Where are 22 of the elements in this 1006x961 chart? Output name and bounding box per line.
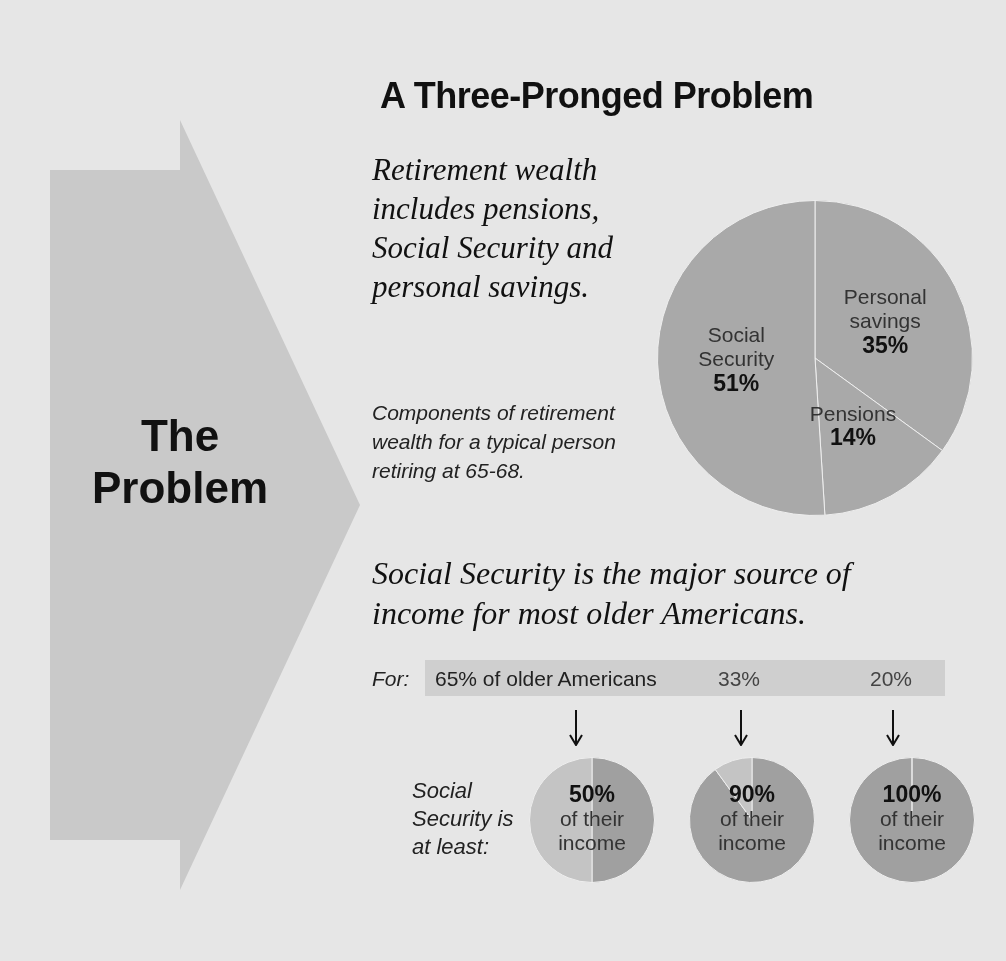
- chart-subtitle: Retirement wealth includes pensions, Social Security and personal savings.: [372, 151, 615, 306]
- text: 20%: [870, 667, 913, 691]
- slice-label: of their income: [878, 806, 946, 854]
- text: Social Security is the major source of income for most older Americans.: [372, 554, 856, 633]
- text: 65% of older Americans: [435, 667, 657, 691]
- data-label: 90%: [728, 781, 776, 808]
- slice-label: Social Security: [698, 323, 775, 371]
- slice-label: Pensions: [809, 401, 897, 425]
- data-label: 50%: [568, 781, 616, 808]
- text: 33%: [718, 667, 761, 691]
- slice-label: of their income: [558, 806, 626, 854]
- chart-title: A Three-Pronged Problem: [380, 75, 814, 117]
- text: Components of retirement wealth for a typical person retiring at 65-68.: [372, 400, 617, 484]
- text: For:: [372, 667, 410, 691]
- text: Social Security is at least:: [412, 777, 515, 861]
- data-label: 51%: [713, 369, 760, 396]
- data-label: 100%: [882, 781, 942, 808]
- slice-label: Personal savings: [843, 285, 927, 333]
- data-label: 35%: [862, 331, 909, 358]
- data-label: 14%: [829, 424, 876, 451]
- slice-label: of their income: [718, 806, 786, 854]
- text: The Problem: [90, 410, 269, 514]
